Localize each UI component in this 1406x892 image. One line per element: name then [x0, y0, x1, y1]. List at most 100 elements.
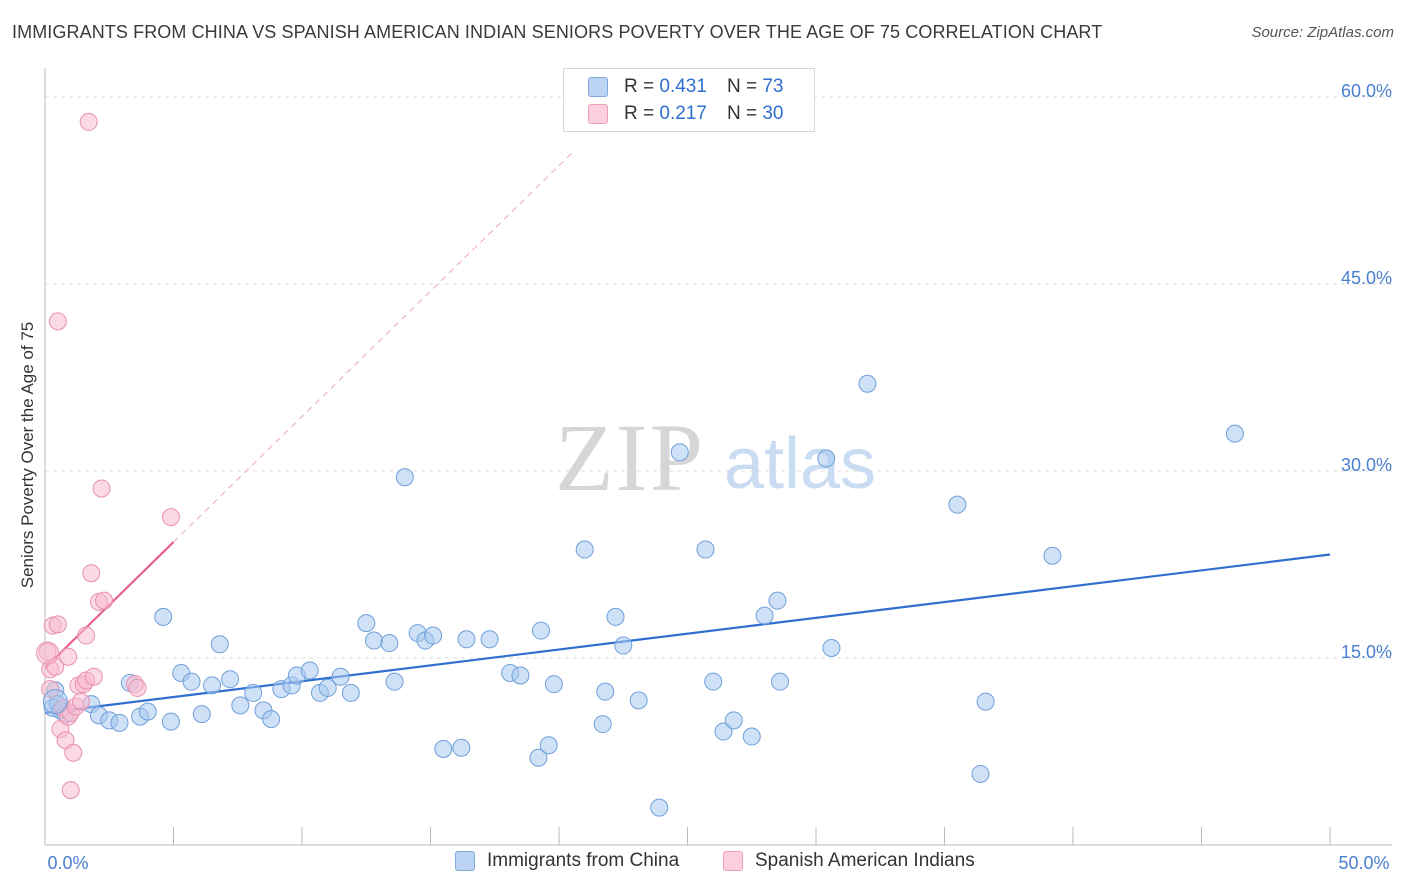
y-tick-label: 15.0%	[1341, 642, 1392, 662]
point-spanish	[161, 508, 180, 527]
point-china	[434, 740, 453, 759]
point-china	[532, 621, 551, 640]
data-points	[36, 112, 1244, 817]
point-china	[42, 689, 68, 715]
series-legend-china[interactable]: Immigrants from China	[455, 850, 679, 872]
point-china	[1043, 546, 1062, 565]
point-china	[203, 676, 222, 695]
x-tick-label: 0.0%	[47, 853, 88, 873]
point-china	[480, 630, 499, 649]
point-china	[364, 631, 383, 650]
legend-n-value: 30	[762, 103, 784, 124]
point-china	[822, 639, 841, 658]
point-spanish	[61, 781, 80, 800]
point-china	[231, 696, 250, 715]
point-china	[971, 764, 990, 783]
series-legend: Immigrants from China Spanish American I…	[0, 850, 1406, 878]
point-china	[457, 630, 476, 649]
point-china	[593, 715, 612, 734]
point-china	[161, 712, 180, 731]
point-china	[511, 666, 530, 685]
legend-n-label: N =	[726, 103, 758, 124]
legend-swatch-spanish	[588, 104, 608, 124]
trend-line-spanish-extension	[173, 152, 573, 543]
trend-line-china	[44, 553, 1331, 714]
point-china	[614, 636, 633, 655]
point-china	[300, 661, 319, 680]
point-spanish	[71, 692, 90, 711]
point-china	[670, 443, 689, 462]
y-tick-label: 45.0%	[1341, 268, 1392, 288]
point-spanish	[79, 112, 98, 131]
point-china	[606, 607, 625, 626]
point-china	[768, 591, 787, 610]
point-china	[318, 678, 337, 697]
point-china	[629, 691, 648, 710]
point-china	[424, 626, 443, 645]
point-china	[221, 670, 240, 689]
point-china	[529, 748, 548, 767]
series-swatch-china	[455, 851, 475, 871]
point-china	[724, 711, 743, 730]
series-name-spanish: Spanish American Indians	[755, 850, 975, 871]
point-china	[858, 374, 877, 393]
point-china	[714, 722, 733, 741]
watermark-atlas: atlas	[724, 424, 876, 504]
point-china	[650, 798, 669, 817]
legend-row-china: R = 0.431 N = 73	[588, 75, 783, 99]
point-china	[154, 607, 173, 626]
series-legend-spanish[interactable]: Spanish American Indians	[723, 850, 975, 872]
point-china	[742, 727, 761, 746]
point-china	[704, 672, 723, 691]
point-china	[539, 736, 558, 755]
y-axis-label: Seniors Poverty Over the Age of 75	[18, 321, 37, 589]
point-spanish	[59, 647, 78, 666]
point-china	[544, 675, 563, 694]
point-china	[755, 606, 774, 625]
legend-r-label: R =	[624, 76, 655, 97]
point-china	[210, 635, 229, 654]
point-china	[575, 540, 594, 559]
x-tick-label: 50.0%	[1338, 853, 1389, 873]
grid-lines	[45, 96, 1392, 659]
point-china	[357, 614, 376, 633]
point-spanish	[77, 626, 96, 645]
series-swatch-spanish	[723, 851, 743, 871]
legend-n-label: N =	[726, 76, 758, 97]
chart-title: IMMIGRANTS FROM CHINA VS SPANISH AMERICA…	[12, 22, 1103, 42]
point-china	[138, 702, 157, 721]
point-china	[331, 667, 350, 686]
point-china	[1225, 424, 1244, 443]
y-tick-label: 60.0%	[1341, 81, 1392, 101]
tick-labels: 15.0% 30.0% 45.0% 60.0% 0.0% 50.0%	[47, 81, 1392, 873]
legend-r-value: 0.217	[659, 103, 707, 124]
point-china	[380, 634, 399, 653]
point-spanish	[128, 678, 147, 697]
axes	[44, 68, 1392, 846]
point-china	[395, 468, 414, 487]
point-china	[192, 705, 211, 724]
legend-swatch-china	[588, 77, 608, 97]
point-china	[452, 738, 471, 757]
legend-row-spanish: R = 0.217 N = 30	[588, 102, 783, 126]
point-spanish	[84, 667, 103, 686]
source-label: Source: ZipAtlas.com	[1251, 24, 1394, 41]
y-tick-label: 30.0%	[1341, 455, 1392, 475]
point-spanish	[36, 641, 60, 665]
point-spanish	[95, 591, 114, 610]
legend-r-value: 0.431	[659, 76, 707, 97]
point-china	[182, 672, 201, 691]
point-spanish	[92, 479, 111, 498]
legend-n-value: 73	[762, 76, 784, 97]
point-spanish	[64, 743, 83, 762]
series-name-china: Immigrants from China	[487, 850, 680, 871]
point-china	[596, 682, 615, 701]
point-china	[385, 672, 404, 691]
point-spanish	[82, 564, 101, 583]
point-china	[771, 672, 790, 691]
point-china	[110, 713, 129, 732]
point-china	[341, 683, 360, 702]
point-china	[696, 540, 715, 559]
point-china	[262, 710, 281, 729]
